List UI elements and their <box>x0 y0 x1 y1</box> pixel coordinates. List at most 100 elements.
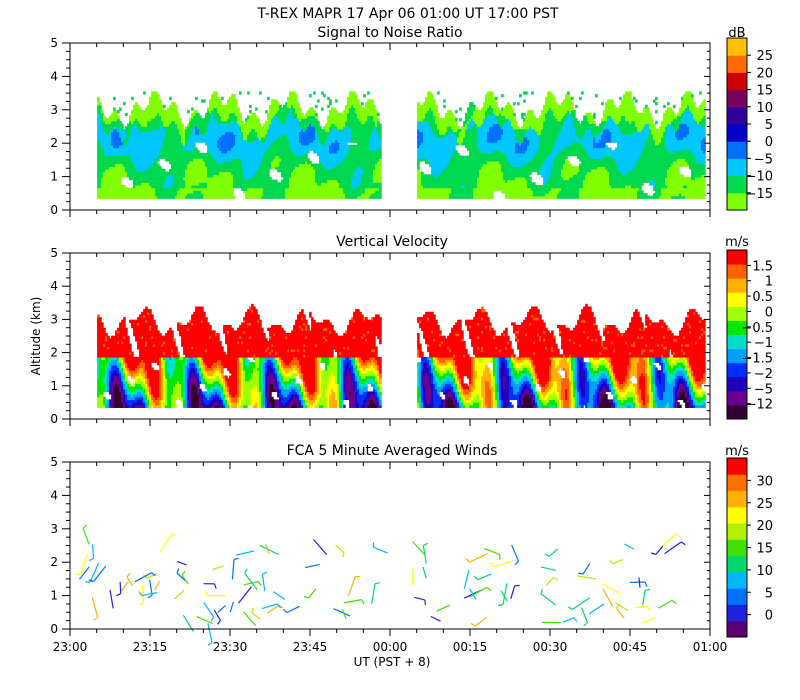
heatmap-cell <box>171 131 174 135</box>
heatmap-cell <box>371 160 374 165</box>
heatmap-cell <box>187 158 190 162</box>
heatmap-cell <box>245 176 248 181</box>
heatmap-cell <box>327 139 330 143</box>
heatmap-cell <box>117 147 120 151</box>
heatmap-cell <box>109 115 112 119</box>
heatmap-cell <box>327 185 330 189</box>
heatmap-cell <box>285 142 288 146</box>
heatmap-cell <box>359 112 362 117</box>
heatmap-cell <box>151 118 154 122</box>
heatmap-cell <box>267 136 270 141</box>
heatmap-cell <box>163 118 166 122</box>
heatmap-cell <box>309 123 312 127</box>
heatmap-cell <box>363 150 366 154</box>
heatmap-cell <box>435 193 438 197</box>
heatmap-cell <box>235 163 238 167</box>
heatmap-cell <box>107 147 110 151</box>
heatmap-cell <box>243 147 246 151</box>
heatmap-cell <box>99 126 102 130</box>
heatmap-cell <box>97 182 100 186</box>
heatmap-cell <box>291 160 294 165</box>
heatmap-cell <box>113 120 116 125</box>
heatmap-cell <box>233 102 236 106</box>
heatmap-cell <box>303 182 306 186</box>
heatmap-cell <box>435 182 438 186</box>
heatmap-cell <box>373 193 376 197</box>
heatmap-cell <box>233 166 236 170</box>
heatmap-cell <box>153 174 156 178</box>
heatmap-cell <box>225 120 228 125</box>
heatmap-cell <box>285 115 288 119</box>
heatmap-cell <box>117 118 120 122</box>
heatmap-cell <box>289 195 292 199</box>
heatmap-cell <box>357 131 360 135</box>
heatmap-cell <box>283 115 286 119</box>
heatmap-cell <box>279 115 282 119</box>
heatmap-cell <box>105 187 108 191</box>
heatmap-cell <box>191 142 194 146</box>
heatmap-cell <box>359 147 362 151</box>
heatmap-cell <box>177 126 180 130</box>
heatmap-cell <box>237 123 240 127</box>
heatmap-cell <box>431 182 434 186</box>
heatmap-cell <box>363 147 366 151</box>
heatmap-cell <box>331 142 334 146</box>
heatmap-cell <box>313 179 316 183</box>
heatmap-cell <box>359 187 362 191</box>
heatmap-cell <box>359 168 362 173</box>
heatmap-cell <box>417 134 420 138</box>
heatmap-cell <box>177 187 180 191</box>
heatmap-cell <box>107 190 110 194</box>
heatmap-cell <box>363 128 366 133</box>
heatmap-cell <box>431 152 434 157</box>
heatmap-cell <box>431 168 434 173</box>
heatmap-cell <box>325 139 328 143</box>
heatmap-cell <box>159 195 162 199</box>
heatmap-cell <box>243 179 246 183</box>
heatmap-cell <box>151 193 154 197</box>
heatmap-cell <box>429 142 432 146</box>
heatmap-cell <box>245 142 248 146</box>
heatmap-cell <box>287 110 290 114</box>
heatmap-cell <box>143 110 146 114</box>
heatmap-cell <box>309 190 312 194</box>
heatmap-cell <box>301 118 304 122</box>
heatmap-cell <box>323 166 326 170</box>
heatmap-cell <box>249 187 252 191</box>
heatmap-cell <box>195 128 198 133</box>
heatmap-cell <box>347 120 350 125</box>
heatmap-cell <box>375 126 378 130</box>
heatmap-cell <box>423 110 426 114</box>
heatmap-cell <box>271 187 274 191</box>
heatmap-cell <box>423 152 426 157</box>
heatmap-cell <box>367 128 370 133</box>
heatmap-cell <box>165 195 168 199</box>
heatmap-cell <box>375 144 378 149</box>
heatmap-cell <box>209 174 212 178</box>
heatmap-cell <box>101 171 104 175</box>
heatmap-cell <box>271 179 274 183</box>
heatmap-cell <box>291 168 294 173</box>
heatmap-cell <box>331 131 334 135</box>
heatmap-cell <box>191 131 194 135</box>
heatmap-cell <box>313 174 316 178</box>
heatmap-cell <box>181 176 184 181</box>
heatmap-cell <box>317 136 320 141</box>
heatmap-cell <box>337 171 340 175</box>
heatmap-cell <box>197 182 200 186</box>
heatmap-cell <box>311 118 314 122</box>
heatmap-cell <box>149 142 152 146</box>
heatmap-cell <box>325 134 328 138</box>
heatmap-cell <box>319 134 322 138</box>
heatmap-cell <box>371 193 374 197</box>
heatmap-cell <box>271 112 274 117</box>
heatmap-cell <box>425 190 428 194</box>
heatmap-cell <box>299 166 302 170</box>
heatmap-cell <box>251 193 254 197</box>
heatmap-cell <box>377 168 380 173</box>
heatmap-cell <box>287 160 290 165</box>
heatmap-cell <box>283 123 286 127</box>
heatmap-cell <box>287 144 290 149</box>
heatmap-cell <box>375 136 378 141</box>
heatmap-cell <box>119 160 122 165</box>
